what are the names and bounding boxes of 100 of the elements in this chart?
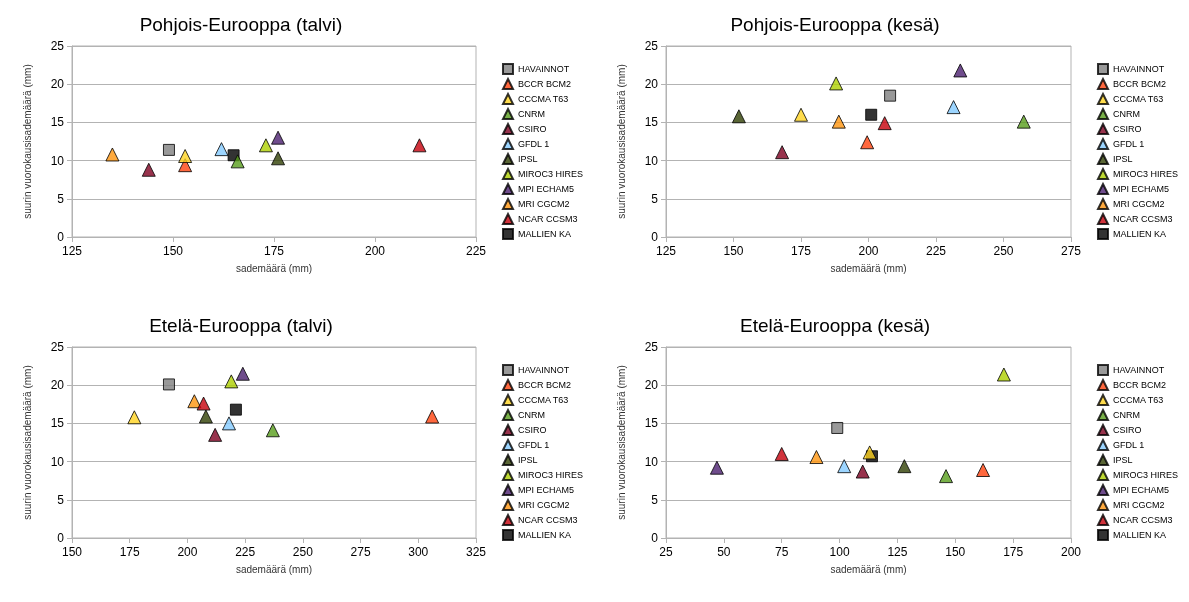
legend-label: BCCR BCM2 — [517, 79, 572, 89]
legend-label: HAVAINNOT — [1112, 365, 1165, 375]
legend-label: MALLIEN KA — [1112, 530, 1167, 540]
legend-label: CSIRO — [1112, 425, 1142, 435]
x-tick-label: 150 — [945, 545, 966, 559]
y-tick-label: 25 — [50, 39, 65, 53]
y-tick-label: 0 — [57, 230, 65, 244]
y-tick-label: 10 — [644, 153, 659, 168]
x-axis-title: sademäärä (mm) — [235, 262, 313, 274]
y-tick-label: 20 — [644, 77, 659, 92]
y-tick-label: 15 — [644, 416, 659, 431]
y-tick-label: 5 — [651, 191, 659, 206]
x-tick-label: 75 — [775, 545, 789, 559]
legend-label: IPSL — [517, 154, 538, 164]
x-tick-label: 150 — [61, 545, 83, 559]
legend-label: MIROC3 HIRES — [517, 470, 584, 480]
x-axis-title: sademäärä (mm) — [830, 563, 907, 575]
legend-label: CNRM — [517, 109, 545, 119]
legend-label: MPI ECHAM5 — [1112, 485, 1170, 495]
chart-title: Etelä-Eurooppa (talvi) — [149, 315, 333, 336]
legend-label: MALLIEN KA — [1112, 229, 1167, 239]
x-tick-label: 100 — [829, 545, 850, 559]
legend-label: MIROC3 HIRES — [1112, 169, 1179, 179]
y-tick-label: 5 — [651, 492, 659, 507]
legend-label: NCAR CCSM3 — [1112, 214, 1173, 224]
legend-label: MIROC3 HIRES — [1112, 470, 1179, 480]
x-tick-label: 275 — [350, 545, 371, 559]
y-axis-title: suurin vuorokausisademäärä (mm) — [615, 365, 627, 520]
y-tick-label: 0 — [651, 230, 659, 244]
y-tick-label: 25 — [50, 340, 65, 354]
x-tick-label: 150 — [723, 244, 744, 258]
legend-label: CNRM — [1112, 410, 1140, 420]
y-axis-title: suurin vuorokausisademäärä (mm) — [21, 365, 33, 520]
x-tick-label: 200 — [1060, 545, 1082, 559]
legend-label: CCCMA T63 — [1112, 395, 1164, 405]
y-tick-label: 25 — [644, 340, 659, 354]
x-axis-title: sademäärä (mm) — [830, 262, 907, 274]
legend-label: MPI ECHAM5 — [1112, 184, 1170, 194]
chart-title: Pohjois-Eurooppa (talvi) — [139, 14, 343, 35]
x-axis-title: sademäärä (mm) — [235, 563, 313, 575]
y-tick-label: 15 — [50, 115, 65, 130]
legend-label: HAVAINNOT — [517, 365, 570, 375]
y-tick-label: 20 — [644, 378, 659, 393]
legend-label: CNRM — [517, 410, 545, 420]
legend-label: CSIRO — [1112, 124, 1142, 134]
x-tick-label: 50 — [717, 545, 731, 559]
legend-label: CNRM — [1112, 109, 1140, 119]
legend-label: CSIRO — [517, 124, 547, 134]
legend-label: CCCMA T63 — [1112, 94, 1164, 104]
legend-label: BCCR BCM2 — [517, 380, 572, 390]
x-tick-label: 175 — [119, 545, 141, 559]
legend-label: NCAR CCSM3 — [517, 214, 578, 224]
x-tick-label: 225 — [235, 545, 256, 559]
x-tick-label: 200 — [858, 244, 879, 258]
y-tick-label: 20 — [50, 378, 65, 393]
chart-title: Pohjois-Eurooppa (kesä) — [730, 14, 940, 35]
legend-label: HAVAINNOT — [517, 64, 570, 74]
x-tick-label: 250 — [292, 545, 314, 559]
legend-label: IPSL — [1112, 154, 1133, 164]
chart-title: Etelä-Eurooppa (kesä) — [739, 315, 931, 336]
legend-label: CCCMA T63 — [517, 94, 569, 104]
x-tick-label: 200 — [177, 545, 198, 559]
legend-label: MALLIEN KA — [517, 229, 572, 239]
y-tick-label: 0 — [651, 531, 659, 545]
legend-label: HAVAINNOT — [1112, 64, 1165, 74]
legend-label: MRI CGCM2 — [517, 199, 570, 209]
x-tick-label: 225 — [465, 244, 487, 258]
legend-label: GFDL 1 — [1112, 440, 1145, 450]
y-tick-label: 5 — [57, 191, 65, 206]
x-tick-label: 250 — [993, 244, 1014, 258]
x-tick-label: 150 — [162, 244, 184, 258]
legend-label: BCCR BCM2 — [1112, 380, 1167, 390]
x-tick-label: 125 — [655, 244, 677, 258]
legend-label: CSIRO — [517, 425, 547, 435]
x-tick-label: 300 — [408, 545, 429, 559]
x-tick-label: 175 — [263, 244, 285, 258]
legend-label: MPI ECHAM5 — [517, 485, 575, 495]
y-tick-label: 20 — [50, 77, 65, 92]
x-tick-label: 200 — [364, 244, 386, 258]
y-axis-title: suurin vuorokausisademäärä (mm) — [615, 64, 627, 219]
legend-label: MRI CGCM2 — [1112, 199, 1165, 209]
legend-label: NCAR CCSM3 — [517, 515, 578, 525]
legend-label: IPSL — [517, 455, 538, 465]
x-tick-label: 125 — [887, 545, 908, 559]
x-tick-label: 125 — [61, 244, 83, 258]
legend-label: CCCMA T63 — [517, 395, 569, 405]
legend-label: GFDL 1 — [1112, 139, 1145, 149]
x-tick-label: 275 — [1060, 244, 1082, 258]
legend-label: MRI CGCM2 — [517, 500, 570, 510]
y-tick-label: 25 — [644, 39, 659, 53]
legend-label: MALLIEN KA — [517, 530, 572, 540]
y-tick-label: 10 — [50, 153, 65, 168]
x-tick-label: 325 — [465, 545, 487, 559]
y-tick-label: 5 — [57, 492, 65, 507]
x-tick-label: 225 — [925, 244, 947, 258]
legend-label: GFDL 1 — [517, 440, 550, 450]
legend-label: NCAR CCSM3 — [1112, 515, 1173, 525]
y-tick-label: 10 — [644, 454, 659, 469]
x-tick-label: 175 — [1003, 545, 1024, 559]
y-tick-label: 15 — [50, 416, 65, 431]
